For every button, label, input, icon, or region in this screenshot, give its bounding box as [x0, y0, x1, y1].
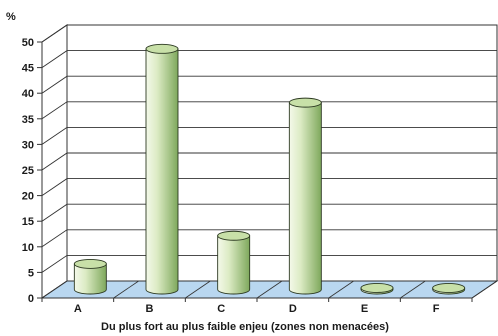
gridline: [41, 24, 497, 43]
bar: [432, 283, 466, 295]
bar: [360, 283, 394, 295]
bar: [145, 43, 179, 295]
gridline: [41, 203, 497, 222]
y-tick-label: 30: [22, 139, 34, 151]
bar: [217, 230, 251, 295]
y-axis-label: %: [6, 11, 16, 23]
bar-body: [288, 102, 322, 295]
gridline: [41, 126, 497, 145]
floor-divider: [256, 280, 283, 299]
bar: [73, 258, 107, 295]
x-tick-label: A: [74, 303, 82, 315]
bar: [288, 97, 322, 295]
y-tick-label: 10: [22, 242, 34, 254]
y-tick-label: 50: [22, 37, 34, 49]
x-tick-label: D: [289, 303, 297, 315]
bar-body: [217, 235, 251, 295]
bar-body: [73, 263, 107, 295]
y-axis: 0 5 10 15 20 25 30 35 40 45 50: [22, 37, 43, 305]
gridline: [41, 101, 497, 120]
bars: [73, 43, 466, 295]
bar-top: [145, 43, 179, 54]
plot-back-wall: [41, 24, 498, 299]
bar-body: [145, 48, 179, 295]
gridline: [41, 75, 497, 94]
floor-divider: [400, 280, 426, 299]
y-tick-label: 5: [28, 267, 34, 279]
gridline: [41, 50, 497, 68]
floor-divider: [471, 280, 498, 299]
gridlines: [41, 24, 497, 273]
x-axis: A B C D E F: [41, 298, 473, 315]
plot-floor: [40, 280, 498, 299]
y-tick-label: 20: [22, 191, 34, 203]
x-tick-label: F: [433, 303, 440, 315]
floor-divider: [113, 280, 139, 299]
y-tick-label: 15: [22, 216, 34, 228]
x-tick-label: B: [146, 303, 154, 315]
bar-top: [73, 258, 107, 269]
y-tick-label: 45: [22, 63, 34, 75]
x-tick-label: C: [217, 303, 225, 315]
gridline: [41, 152, 497, 171]
floor-divider: [185, 280, 211, 299]
bar-top: [288, 97, 322, 108]
gridline: [41, 178, 497, 196]
gridline: [41, 229, 497, 248]
y-tick-label: 35: [22, 114, 34, 126]
floor-divider: [41, 280, 68, 299]
bar-top: [360, 283, 394, 293]
floor-divider: [328, 280, 354, 299]
bar-top: [432, 283, 466, 293]
x-axis-label: Du plus fort au plus faible enjeu (zones…: [101, 321, 389, 333]
y-tick-label: 40: [22, 88, 34, 100]
x-tick-label: E: [361, 303, 368, 315]
gridline: [41, 254, 497, 273]
y-tick-label: 0: [28, 293, 34, 305]
y-tick-label: 25: [22, 165, 34, 177]
bar-top: [217, 230, 251, 241]
